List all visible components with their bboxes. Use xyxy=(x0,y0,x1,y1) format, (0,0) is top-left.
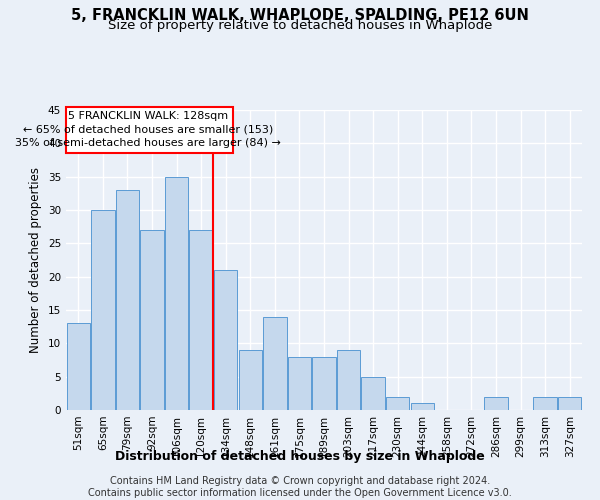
Bar xyxy=(91,210,115,410)
Text: Contains HM Land Registry data © Crown copyright and database right 2024.
Contai: Contains HM Land Registry data © Crown c… xyxy=(88,476,512,498)
Bar xyxy=(533,396,557,410)
Bar xyxy=(484,396,508,410)
Text: 5 FRANCKLIN WALK: 128sqm
← 65% of detached houses are smaller (153)
35% of semi-: 5 FRANCKLIN WALK: 128sqm ← 65% of detach… xyxy=(16,112,281,148)
Bar xyxy=(140,230,164,410)
Text: Distribution of detached houses by size in Whaplode: Distribution of detached houses by size … xyxy=(115,450,485,463)
Bar xyxy=(386,396,409,410)
Bar xyxy=(116,190,139,410)
Bar xyxy=(313,356,335,410)
Text: Size of property relative to detached houses in Whaplode: Size of property relative to detached ho… xyxy=(108,19,492,32)
Bar xyxy=(558,396,581,410)
Bar xyxy=(361,376,385,410)
Bar xyxy=(239,350,262,410)
Bar xyxy=(410,404,434,410)
Bar xyxy=(337,350,360,410)
Bar xyxy=(263,316,287,410)
Bar xyxy=(165,176,188,410)
Bar xyxy=(214,270,238,410)
Y-axis label: Number of detached properties: Number of detached properties xyxy=(29,167,43,353)
Bar xyxy=(190,230,213,410)
Bar xyxy=(66,106,233,154)
Text: 5, FRANCKLIN WALK, WHAPLODE, SPALDING, PE12 6UN: 5, FRANCKLIN WALK, WHAPLODE, SPALDING, P… xyxy=(71,8,529,22)
Bar xyxy=(67,324,90,410)
Bar xyxy=(288,356,311,410)
